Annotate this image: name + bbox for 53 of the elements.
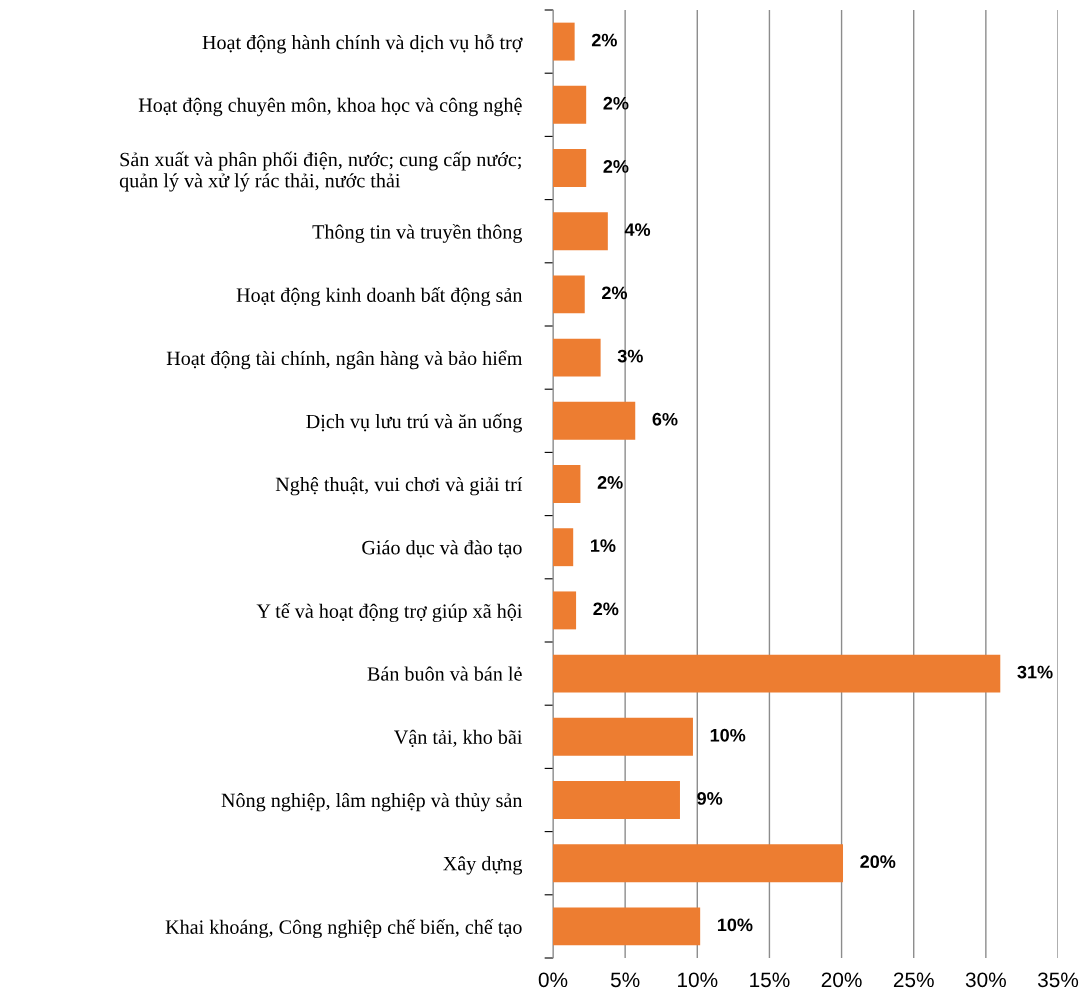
y-tick-label: Hoạt động chuyên môn, khoa học và công nghệ — [138, 97, 522, 117]
x-tick-label: 0% — [538, 972, 568, 988]
x-tick-label: 5% — [610, 972, 640, 988]
bar — [553, 275, 585, 314]
bar — [553, 22, 575, 61]
y-tick-label: Nghệ thuật, vui chơi và giải trí — [275, 476, 523, 496]
x-tick-label: 30% — [965, 972, 1006, 988]
y-tick-label: Hoạt động kinh doanh bất động sản — [236, 287, 523, 307]
bar — [553, 717, 693, 756]
y-tick-label: Thông tin và truyền thông — [312, 223, 523, 243]
bar — [553, 149, 587, 187]
y-tick-label: Vận tải, kho bãi — [394, 729, 523, 748]
x-tick-label: 35% — [1037, 972, 1079, 988]
bar — [553, 85, 587, 124]
data-label: 2% — [593, 602, 619, 616]
x-tick-label: 20% — [821, 972, 862, 988]
bar — [553, 591, 577, 630]
data-label: 6% — [652, 412, 678, 426]
y-tick-label: Nông nghiệp, lâm nghiệp và thủy sản — [221, 792, 523, 812]
bar — [553, 465, 581, 503]
y-tick-label: Hoạt động tài chính, ngân hàng và bảo hiểm — [166, 350, 523, 370]
data-label: 10% — [710, 728, 746, 742]
bar — [553, 907, 701, 946]
data-label: 2% — [597, 476, 623, 489]
data-label: 4% — [624, 223, 651, 237]
data-label: 1% — [591, 539, 616, 553]
x-tick-label: 15% — [750, 972, 790, 988]
y-tick-label: Khai khoáng, Công nghiệp chế biến, chế tạo — [165, 919, 522, 939]
y-tick-label: Hoạt động hành chính và dịch vụ hỗ trợ — [202, 34, 523, 54]
x-tick-label: 10% — [678, 972, 718, 988]
data-label: 20% — [860, 855, 896, 869]
data-label: 10% — [717, 918, 753, 932]
y-tick-label: Bán buôn và bán lẻ — [367, 666, 522, 681]
data-label: 9% — [697, 792, 723, 805]
data-label: 2% — [602, 286, 628, 300]
bar — [553, 528, 574, 567]
data-label: 3% — [617, 349, 643, 363]
y-tick-label: Y tế và hoạt động trợ giúp xã hội — [256, 603, 523, 623]
y-tick-label: Xây dựng — [443, 856, 523, 875]
bar — [553, 401, 636, 440]
x-tick-label: 25% — [893, 972, 934, 988]
y-tick-label: Giáo dục và đào tạo — [362, 540, 522, 558]
data-label: 31% — [1017, 665, 1053, 679]
bar — [553, 212, 608, 251]
bar — [553, 338, 601, 377]
bar — [553, 844, 844, 883]
y-tick-label: Sản xuất và phân phối điện, nước; cung cấp nước; quản lý và xử lý rác thải, nước thải — [119, 151, 521, 192]
data-label: 2% — [603, 96, 629, 110]
data-label: 2% — [603, 160, 629, 173]
data-label: 2% — [591, 33, 617, 47]
bar — [553, 654, 1001, 693]
bar — [553, 781, 680, 819]
y-tick-label: Dịch vụ lưu trú và ăn uống — [306, 413, 523, 433]
